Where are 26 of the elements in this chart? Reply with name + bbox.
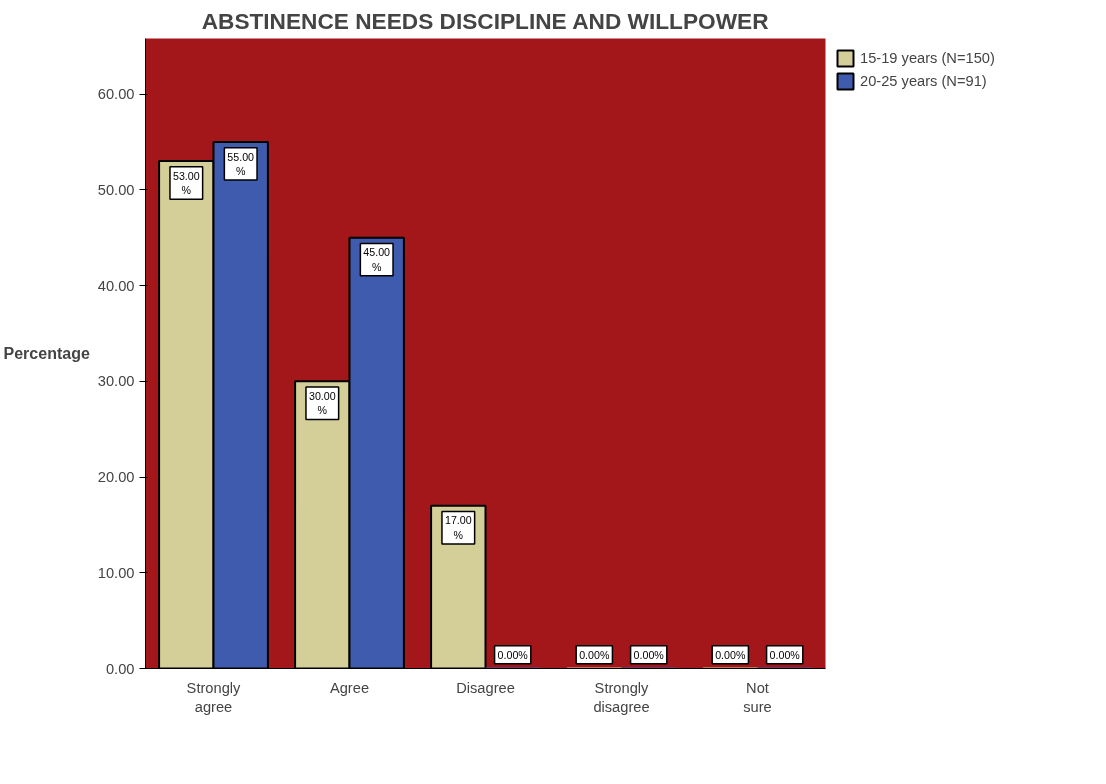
- y-tick-label: 20.00: [97, 469, 135, 486]
- y-tick-label: 40.00: [97, 277, 135, 294]
- y-tick-label: 30.00: [97, 373, 135, 390]
- x-tick-label: Agree: [329, 679, 370, 696]
- data-label: 0.00%: [715, 648, 746, 661]
- x-tick-label: Not sure: [743, 679, 772, 715]
- chart-title: ABSTINENCE NEEDS DISCIPLINE AND WILLPOWER: [201, 7, 769, 34]
- data-label: 53.00 %: [172, 169, 200, 197]
- y-tick-label: 50.00: [97, 181, 135, 198]
- data-label: 30.00 %: [308, 390, 336, 417]
- data-label: 45.00 %: [363, 246, 391, 273]
- x-tick-label: Strongly agree: [186, 679, 242, 715]
- legend-label: 15-19 years (N=150): [860, 50, 995, 66]
- data-label: 0.00%: [769, 648, 801, 661]
- y-axis-title: Percentage: [3, 345, 90, 362]
- data-label: 17.00 %: [444, 514, 472, 541]
- y-tick-label: 0.00: [105, 660, 135, 677]
- data-label: 0.00%: [633, 648, 665, 661]
- y-tick-label: 10.00: [97, 564, 135, 581]
- data-label: 0.00%: [497, 648, 529, 661]
- data-label: 0.00%: [579, 648, 610, 661]
- x-tick-label: Disagree: [456, 679, 515, 696]
- y-tick-label: 60.00: [97, 86, 135, 103]
- data-label: 55.00 %: [227, 150, 255, 178]
- x-tick-label: Strongly disagree: [593, 679, 650, 715]
- legend-label: 20-25 years (N=91): [860, 73, 987, 89]
